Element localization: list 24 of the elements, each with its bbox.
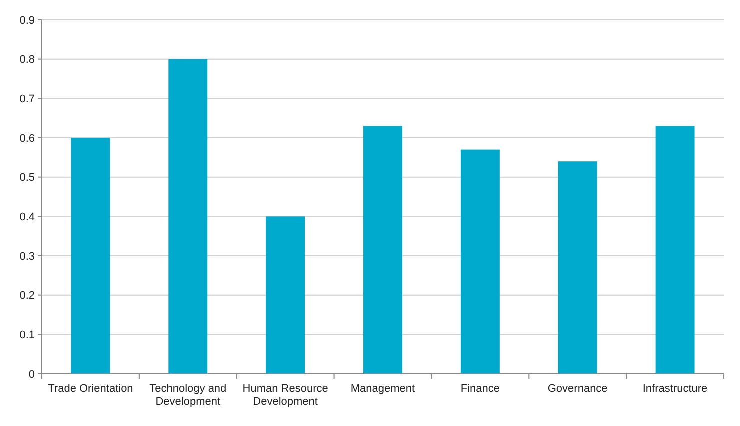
bar (168, 59, 208, 374)
bar (558, 162, 598, 374)
y-tick-label: 0.2 (20, 290, 35, 302)
x-tick-label: Finance (460, 383, 500, 395)
y-tick-label: 0.6 (20, 132, 35, 145)
x-tick-label: Governance (548, 383, 608, 395)
y-tick-label: 0.5 (20, 172, 35, 184)
x-tick-label: Technology and Development (150, 383, 227, 408)
x-tick-label: Trade Orientation (48, 383, 134, 395)
x-tick-label: Management (350, 383, 416, 395)
y-tick-label: 0.7 (20, 94, 35, 106)
x-tick-label: Human Resource Development (242, 383, 328, 408)
bar (266, 216, 306, 374)
y-tick-label: 0.1 (20, 330, 35, 342)
y-tick-label: 0.8 (20, 54, 35, 66)
bar (656, 126, 695, 374)
bar (71, 138, 110, 374)
y-tick-label: 0.4 (20, 212, 35, 224)
y-tick-label: 0.9 (20, 14, 35, 27)
bar (364, 126, 402, 374)
y-tick-label: 0 (28, 368, 35, 381)
bar (460, 150, 500, 374)
y-tick-label: 0.3 (20, 250, 35, 263)
x-tick-label: Infrastructure (642, 383, 708, 395)
